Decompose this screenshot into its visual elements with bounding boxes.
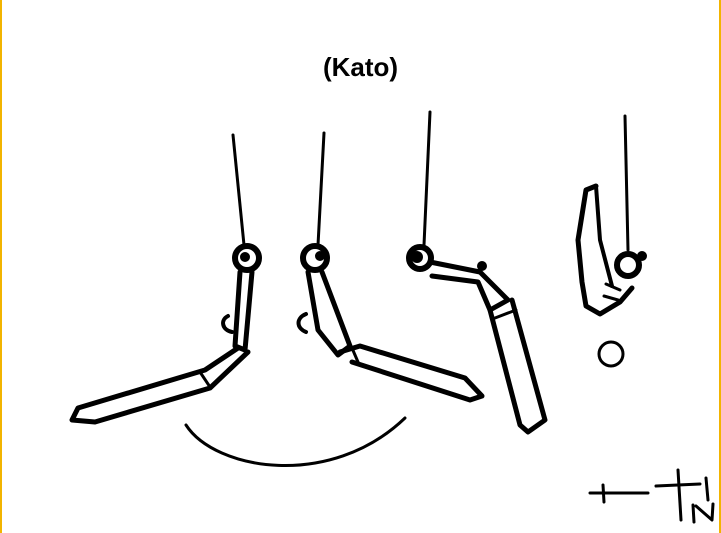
right-frame-edge (719, 0, 721, 533)
figure-2-torso (305, 269, 353, 358)
figure-3-head (406, 244, 434, 272)
figure-1-head (232, 243, 262, 273)
figure-4-rope (623, 114, 630, 252)
rotation-arc (184, 416, 407, 468)
figure-4 (575, 114, 647, 317)
figure-3-torso (427, 259, 511, 313)
figure-1 (69, 133, 262, 425)
figure-2-head-dot (315, 251, 325, 261)
bar-signature (588, 468, 715, 524)
figure-1-arm (221, 314, 234, 334)
figure-3-leg (487, 297, 548, 435)
figure-1-head-dot (240, 252, 250, 262)
figure-3 (406, 110, 548, 435)
figure-1-leg (69, 345, 251, 425)
figure-3-head-dot (411, 251, 423, 263)
figure-2-head (300, 243, 330, 273)
figure-2-rope (316, 131, 326, 247)
figure-1-rope (231, 133, 246, 247)
figure-4-hatching (602, 282, 622, 302)
diagram-title: (Kato) (322, 52, 399, 82)
figure-2-arm (296, 312, 308, 334)
ball-marker (597, 340, 625, 368)
figure-3-rope (422, 110, 432, 247)
figure-3-hand (477, 261, 487, 271)
figure-2 (296, 131, 485, 403)
figure-2-knee-line (350, 346, 360, 364)
figure-2-leg (337, 343, 485, 403)
figure-3-knee-line (493, 308, 518, 320)
figure-1-torso (232, 269, 255, 353)
left-frame-edge (0, 0, 2, 533)
figure-4-body (575, 183, 635, 317)
figure-4-head (614, 251, 642, 279)
figure-1-knee-line (198, 370, 212, 389)
figure-4-leg-inner (594, 184, 614, 288)
figure-4-hand (637, 251, 647, 261)
